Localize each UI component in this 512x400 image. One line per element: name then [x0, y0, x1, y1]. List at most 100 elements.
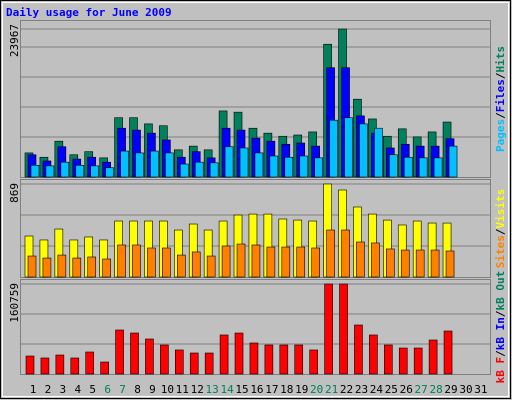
bar [75, 164, 85, 178]
x-tick-label: 22 [340, 383, 353, 396]
legend-entry: Files [494, 79, 507, 112]
bar [354, 324, 363, 375]
bar [356, 241, 365, 278]
y-tick-label: 160759 [8, 283, 21, 323]
x-tick-label: 15 [235, 383, 248, 396]
bar [433, 157, 443, 178]
bar [132, 244, 141, 278]
bar [177, 254, 186, 278]
legend: kB F/kB In/kB Out [494, 271, 507, 384]
bar [135, 152, 144, 178]
bar [102, 258, 111, 278]
legend-entry: Visits [494, 189, 507, 229]
bar [206, 255, 216, 278]
bar [279, 344, 289, 375]
bar [175, 349, 184, 375]
bar [70, 357, 80, 375]
x-tick-label: 18 [280, 383, 293, 396]
bar [374, 127, 383, 178]
bar [27, 255, 37, 278]
legend-separator: / [494, 310, 507, 317]
x-tick-label: 25 [385, 383, 398, 396]
bar [87, 256, 97, 278]
bar [204, 352, 214, 375]
bar [239, 147, 249, 178]
bar [309, 349, 318, 375]
bar [415, 249, 425, 278]
x-tick-label: 17 [265, 383, 278, 396]
bar [251, 244, 261, 278]
bar [403, 156, 413, 178]
y-tick-label: 23967 [8, 24, 21, 57]
bar [85, 351, 95, 375]
bar [329, 119, 338, 178]
bar [162, 247, 171, 278]
x-tick-label: 24 [370, 383, 384, 396]
bar [150, 150, 159, 178]
bar [145, 338, 154, 375]
legend-entry: Sites [494, 235, 507, 268]
bar [221, 245, 231, 278]
bar [57, 254, 67, 278]
bar [443, 330, 453, 375]
x-tick-label: 9 [149, 383, 156, 396]
x-tick-label: 28 [429, 383, 442, 396]
bar [180, 163, 189, 178]
bar [445, 250, 455, 278]
x-tick-label: 5 [89, 383, 96, 396]
x-tick-label: 14 [220, 383, 234, 396]
bar [191, 251, 201, 278]
bar [266, 246, 276, 278]
legend-entry: kB F [494, 357, 507, 384]
bar [40, 357, 50, 375]
bar [284, 156, 294, 178]
bar [384, 344, 393, 375]
bar [264, 344, 274, 375]
bar [428, 339, 438, 375]
bar [413, 347, 423, 375]
bar [160, 344, 169, 375]
bar [371, 242, 380, 278]
bar [224, 146, 234, 178]
legend-entry: kB In [494, 317, 507, 350]
bar [117, 244, 126, 278]
legend-entry: Hits [494, 46, 507, 73]
bar [398, 347, 408, 375]
bar [219, 334, 229, 375]
bar [42, 257, 52, 278]
bar [147, 247, 156, 278]
x-tick-label: 27 [415, 383, 428, 396]
bar [30, 164, 40, 178]
legend-separator: / [494, 72, 507, 79]
bar [430, 249, 440, 278]
x-tick-label: 11 [176, 383, 189, 396]
x-tick-label: 23 [355, 383, 368, 396]
bar [389, 154, 398, 178]
bar [25, 355, 35, 375]
bar [165, 152, 174, 178]
bar [72, 257, 82, 278]
legend-separator: / [494, 350, 507, 357]
x-tick-label: 21 [325, 383, 338, 396]
bar [130, 332, 139, 375]
bar [209, 162, 219, 178]
bar [448, 145, 458, 178]
legend: Sites/Visits [494, 189, 507, 269]
panel-frame [20, 179, 491, 278]
x-tick-label: 3 [60, 383, 67, 396]
bar [326, 229, 335, 278]
bar [324, 283, 333, 375]
x-tick-label: 6 [104, 383, 111, 396]
legend-separator: / [494, 228, 507, 235]
x-tick-label: 7 [119, 383, 126, 396]
bar [281, 246, 291, 278]
x-tick-label: 31 [474, 383, 487, 396]
legend-entry: Pages [494, 119, 507, 152]
bar [120, 150, 129, 178]
bar [359, 123, 368, 178]
bar [45, 165, 55, 178]
x-tick-label: 19 [295, 383, 308, 396]
bevel [2, 2, 509, 397]
